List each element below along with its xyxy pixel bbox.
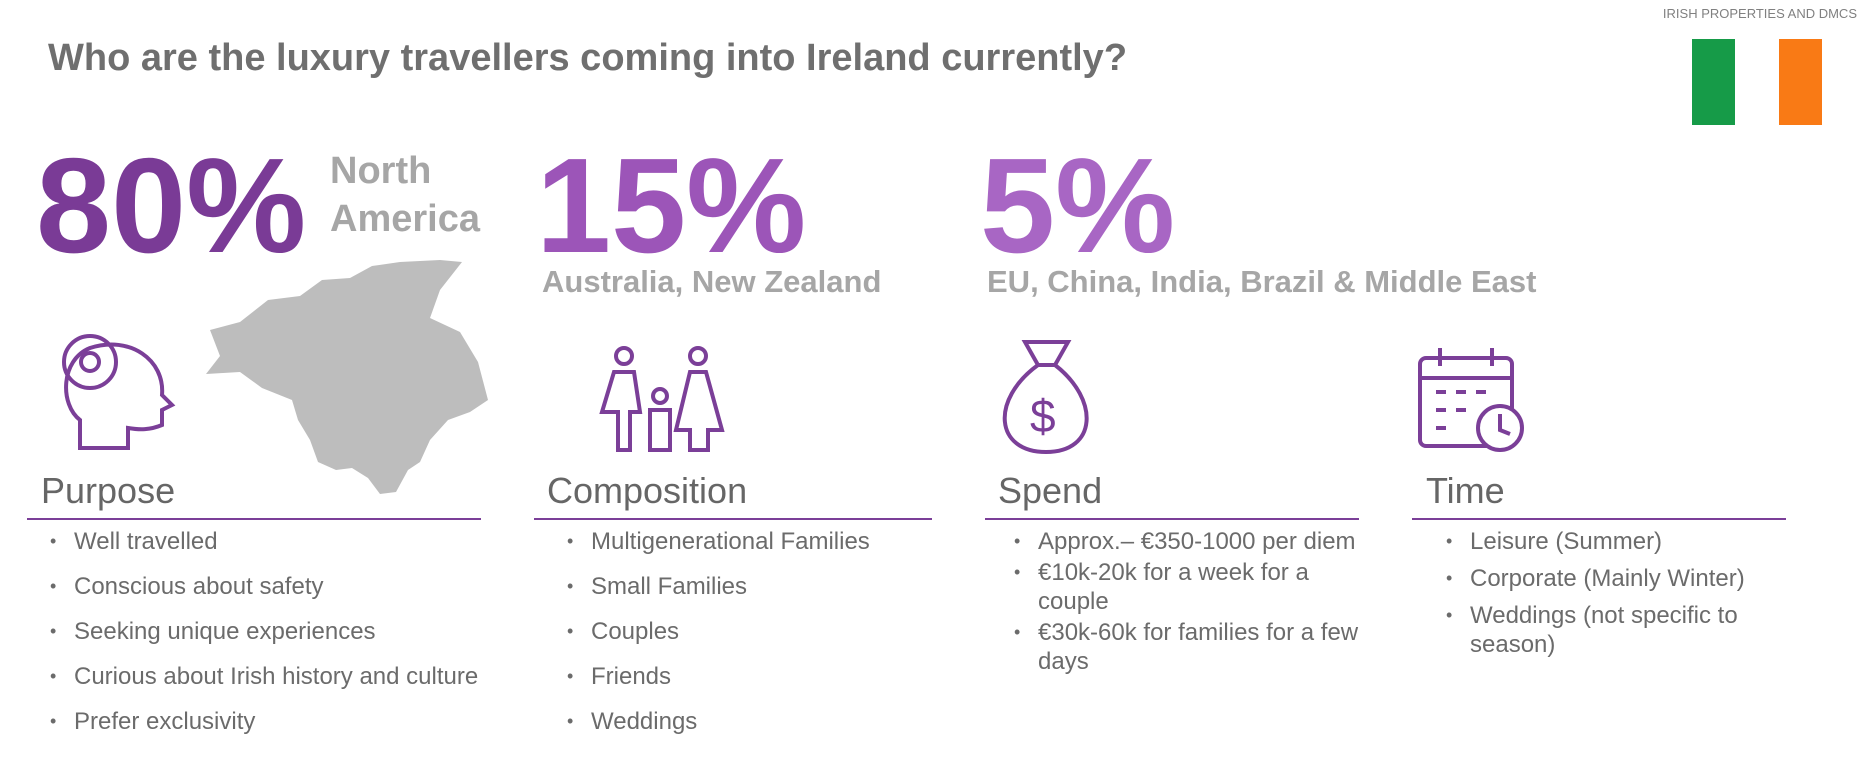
stat-label: EU, China, India, Brazil & Middle East (987, 264, 1537, 299)
list-item: Weddings (not specific to season) (1446, 601, 1770, 659)
list-item: €30k-60k for families for a few days (1014, 618, 1368, 676)
section-heading: Purpose (41, 470, 175, 511)
list: Leisure (Summer) Corporate (Mainly Winter… (1446, 527, 1770, 667)
list-item: Weddings (567, 707, 931, 736)
list: Multigenerational Families Small Families… (567, 527, 931, 752)
title: Who are the luxury travellers coming int… (48, 37, 1127, 79)
header-tag: IRISH PROPERTIES AND DMCS (1663, 6, 1857, 21)
list-item: Curious about Irish history and culture (50, 662, 494, 691)
svg-text:$: $ (1030, 390, 1056, 442)
icons: $ (62, 334, 1524, 455)
list-item: Approx.– €350-1000 per diem (1014, 527, 1368, 556)
list: Well travelled Conscious about safety Seek… (50, 527, 494, 752)
map (206, 260, 488, 494)
list-item: Seeking unique experiences (50, 617, 494, 646)
list: Approx.– €350-1000 per diem€10k-20k for … (1014, 527, 1368, 678)
flag-green (1692, 39, 1735, 125)
list-item: Conscious about safety (50, 572, 494, 601)
list-item: Prefer exclusivity (50, 707, 494, 736)
list-item: Multigenerational Families (567, 527, 931, 556)
stat-value: 5% (980, 130, 1175, 281)
stat-label: North America (330, 150, 480, 240)
list-item: Corporate (Mainly Winter) (1446, 564, 1770, 593)
list-item: Couples (567, 617, 931, 646)
section-heading: Composition (547, 470, 747, 511)
section-heading: Time (1426, 470, 1505, 511)
list-item: Friends (567, 662, 931, 691)
list-item: €10k-20k for a week for a couple (1014, 558, 1368, 616)
section-heading: Spend (998, 470, 1102, 511)
list-item: Leisure (Summer) (1446, 527, 1770, 556)
stat-value: 80% (36, 130, 306, 281)
stat-label: Australia, New Zealand (542, 264, 882, 299)
flag-orange (1779, 39, 1822, 125)
list-item: Well travelled (50, 527, 494, 556)
stat-value: 15% (536, 130, 806, 281)
list-item: Small Families (567, 572, 931, 601)
